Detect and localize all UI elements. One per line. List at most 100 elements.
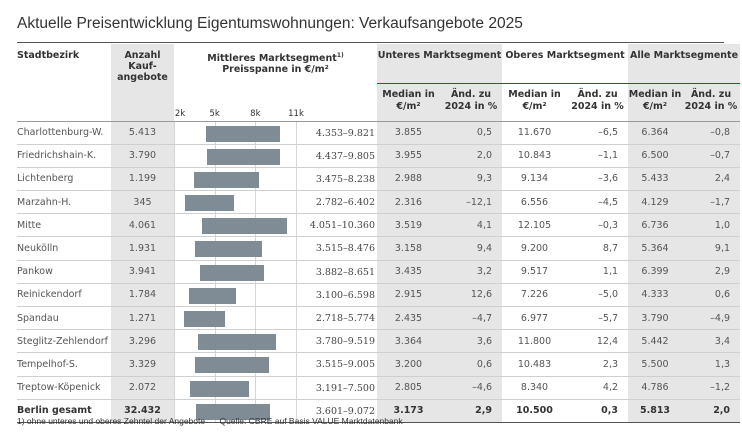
price-range-label: 3.191–7.500 bbox=[315, 382, 375, 394]
gridline bbox=[174, 144, 175, 167]
table-row: Steglitz-Zehlendorf 3.296 3.780–9.519 3.364… bbox=[17, 329, 741, 354]
table-row: Charlottenburg-W. 5.413 4.353–9.821 3.855 0,… bbox=[17, 121, 741, 145]
price-range-bar bbox=[194, 241, 262, 258]
district-name: Tempelhof-S. bbox=[17, 352, 111, 377]
all-median: 6.399 bbox=[628, 260, 683, 284]
price-range-label: 4.437–9.805 bbox=[315, 150, 375, 162]
lower-median: 3.200 bbox=[377, 352, 440, 377]
gridline bbox=[296, 144, 297, 167]
all-median-h1: Median in bbox=[628, 88, 682, 100]
lower-change: 4,1 bbox=[440, 213, 503, 238]
price-range-cell: 4.437–9.805 bbox=[174, 144, 377, 168]
count-header: Anzahl Kauf- angebote bbox=[111, 44, 174, 83]
source: Quelle: CBRE auf Basis VALUE Marktdatenb… bbox=[219, 416, 403, 426]
table-row: Mitte 4.061 4.051–10.360 3.519 4,1 12.105 –0,3… bbox=[17, 213, 741, 238]
lower-change: 2,9 bbox=[440, 398, 503, 423]
gridline bbox=[296, 191, 297, 214]
price-range-bar bbox=[201, 218, 288, 235]
lower-change: –4,6 bbox=[440, 376, 503, 400]
price-range-bar bbox=[199, 264, 265, 281]
footnote: 1) ohne unteres und oberes Zehntel der A… bbox=[17, 416, 206, 426]
price-range-label: 3.515–9.005 bbox=[315, 359, 375, 371]
all-change: 2,0 bbox=[682, 398, 741, 423]
all-change: 0,6 bbox=[682, 283, 741, 308]
upper-change: –4,5 bbox=[567, 190, 629, 215]
gridline bbox=[174, 353, 175, 376]
range-footnote-mark: 1) bbox=[336, 52, 344, 59]
price-range-bar bbox=[205, 125, 280, 142]
price-range-bar bbox=[195, 403, 270, 420]
price-range-cell: 3.100–6.598 bbox=[174, 283, 377, 308]
axis-tick-label: 5k bbox=[209, 109, 220, 119]
upper-median: 9.200 bbox=[502, 236, 568, 261]
lower-median: 3.435 bbox=[377, 260, 440, 284]
gridline bbox=[296, 353, 297, 376]
district-name: Steglitz-Zehlendorf bbox=[17, 329, 111, 354]
header-row-1: Stadtbezirk Anzahl Kauf- angebote Mittle… bbox=[17, 44, 741, 84]
upper-change: 12,4 bbox=[567, 329, 629, 354]
offer-count: 1.199 bbox=[111, 167, 174, 192]
price-range-cell: 3.601–9.072 bbox=[174, 398, 377, 423]
price-range-cell: 3.882–8.651 bbox=[174, 260, 377, 284]
all-change: 2,9 bbox=[682, 260, 741, 284]
range-header-line2: Preisspanne in €/m² bbox=[222, 64, 329, 76]
lower-median: 2.316 bbox=[377, 190, 440, 215]
price-range-bar bbox=[194, 357, 269, 374]
upper-median-h2: €/m² bbox=[522, 100, 547, 112]
header-row-2: 2k 5k 8k 11k Median in €/m² Änd. zu 2024 in %… bbox=[17, 83, 741, 122]
table-row: Marzahn-H. 345 2.782–6.402 2.316 –12,1 6.556–… bbox=[17, 190, 741, 215]
table-row: Pankow 3.941 3.882–8.651 3.435 3,2 9.517 1,1 6.… bbox=[17, 260, 741, 284]
all-median-header: Median in €/m² bbox=[628, 83, 683, 122]
axis-ticks: 2k 5k 8k 11k bbox=[174, 83, 377, 121]
gridline bbox=[174, 260, 175, 283]
price-range-cell: 3.475–8.238 bbox=[174, 167, 377, 192]
offer-count: 3.790 bbox=[111, 144, 174, 168]
all-median: 5.500 bbox=[628, 352, 683, 377]
price-range-label: 2.782–6.402 bbox=[315, 197, 375, 209]
lower-median-h2: €/m² bbox=[396, 100, 421, 112]
lower-change: 0,5 bbox=[440, 121, 503, 145]
district-name: Friedrichshain-K. bbox=[17, 144, 111, 168]
upper-median: 11.800 bbox=[502, 329, 568, 354]
upper-median: 9.134 bbox=[502, 167, 568, 192]
offer-count: 3.941 bbox=[111, 260, 174, 284]
all-change-h1: Änd. zu bbox=[690, 88, 732, 100]
lower-change: 3,2 bbox=[440, 260, 503, 284]
lower-median: 3.519 bbox=[377, 213, 440, 238]
district-name: Reinickendorf bbox=[17, 283, 111, 308]
lower-median: 3.158 bbox=[377, 236, 440, 261]
district-name: Charlottenburg-W. bbox=[17, 121, 111, 145]
upper-change-h2: 2024 in % bbox=[571, 100, 624, 112]
all-median: 4.333 bbox=[628, 283, 683, 308]
all-change: –0,8 bbox=[682, 121, 741, 145]
district-header-spacer bbox=[17, 83, 111, 122]
upper-median: 6.556 bbox=[502, 190, 568, 215]
price-range-bar bbox=[198, 334, 276, 351]
all-change: –1,7 bbox=[682, 190, 741, 215]
lower-change-h1: Änd. zu bbox=[450, 88, 492, 100]
price-range-label: 4.353–9.821 bbox=[315, 127, 375, 139]
gridline bbox=[255, 376, 257, 399]
table-row: Lichtenberg 1.199 3.475–8.238 2.988 9,3 9.134… bbox=[17, 167, 741, 192]
offer-count: 345 bbox=[111, 190, 174, 215]
gridline bbox=[174, 214, 175, 237]
upper-change: –0,3 bbox=[567, 213, 629, 238]
lower-change-h2: 2024 in % bbox=[444, 100, 498, 112]
gridline bbox=[296, 399, 297, 422]
lower-median: 2.805 bbox=[377, 376, 440, 400]
lower-change: –4,7 bbox=[440, 306, 503, 331]
all-change: –1,2 bbox=[682, 376, 741, 400]
upper-change: –5,7 bbox=[567, 306, 629, 331]
gridline bbox=[296, 214, 297, 237]
upper-median: 8.340 bbox=[502, 376, 568, 400]
gridline bbox=[255, 191, 257, 214]
upper-median: 12.105 bbox=[502, 213, 568, 238]
lower-median: 2.435 bbox=[377, 306, 440, 331]
all-median: 4.786 bbox=[628, 376, 683, 400]
price-range-bar bbox=[183, 311, 226, 327]
lower-change: –12,1 bbox=[440, 190, 503, 215]
lower-change: 3,6 bbox=[440, 329, 503, 354]
all-segments-header: Alle Marktsegmente bbox=[628, 44, 741, 84]
upper-change: –3,6 bbox=[567, 167, 629, 192]
total-row: Berlin gesamt 32.432 3.601–9.072 3.173 2,9 10… bbox=[17, 398, 741, 423]
